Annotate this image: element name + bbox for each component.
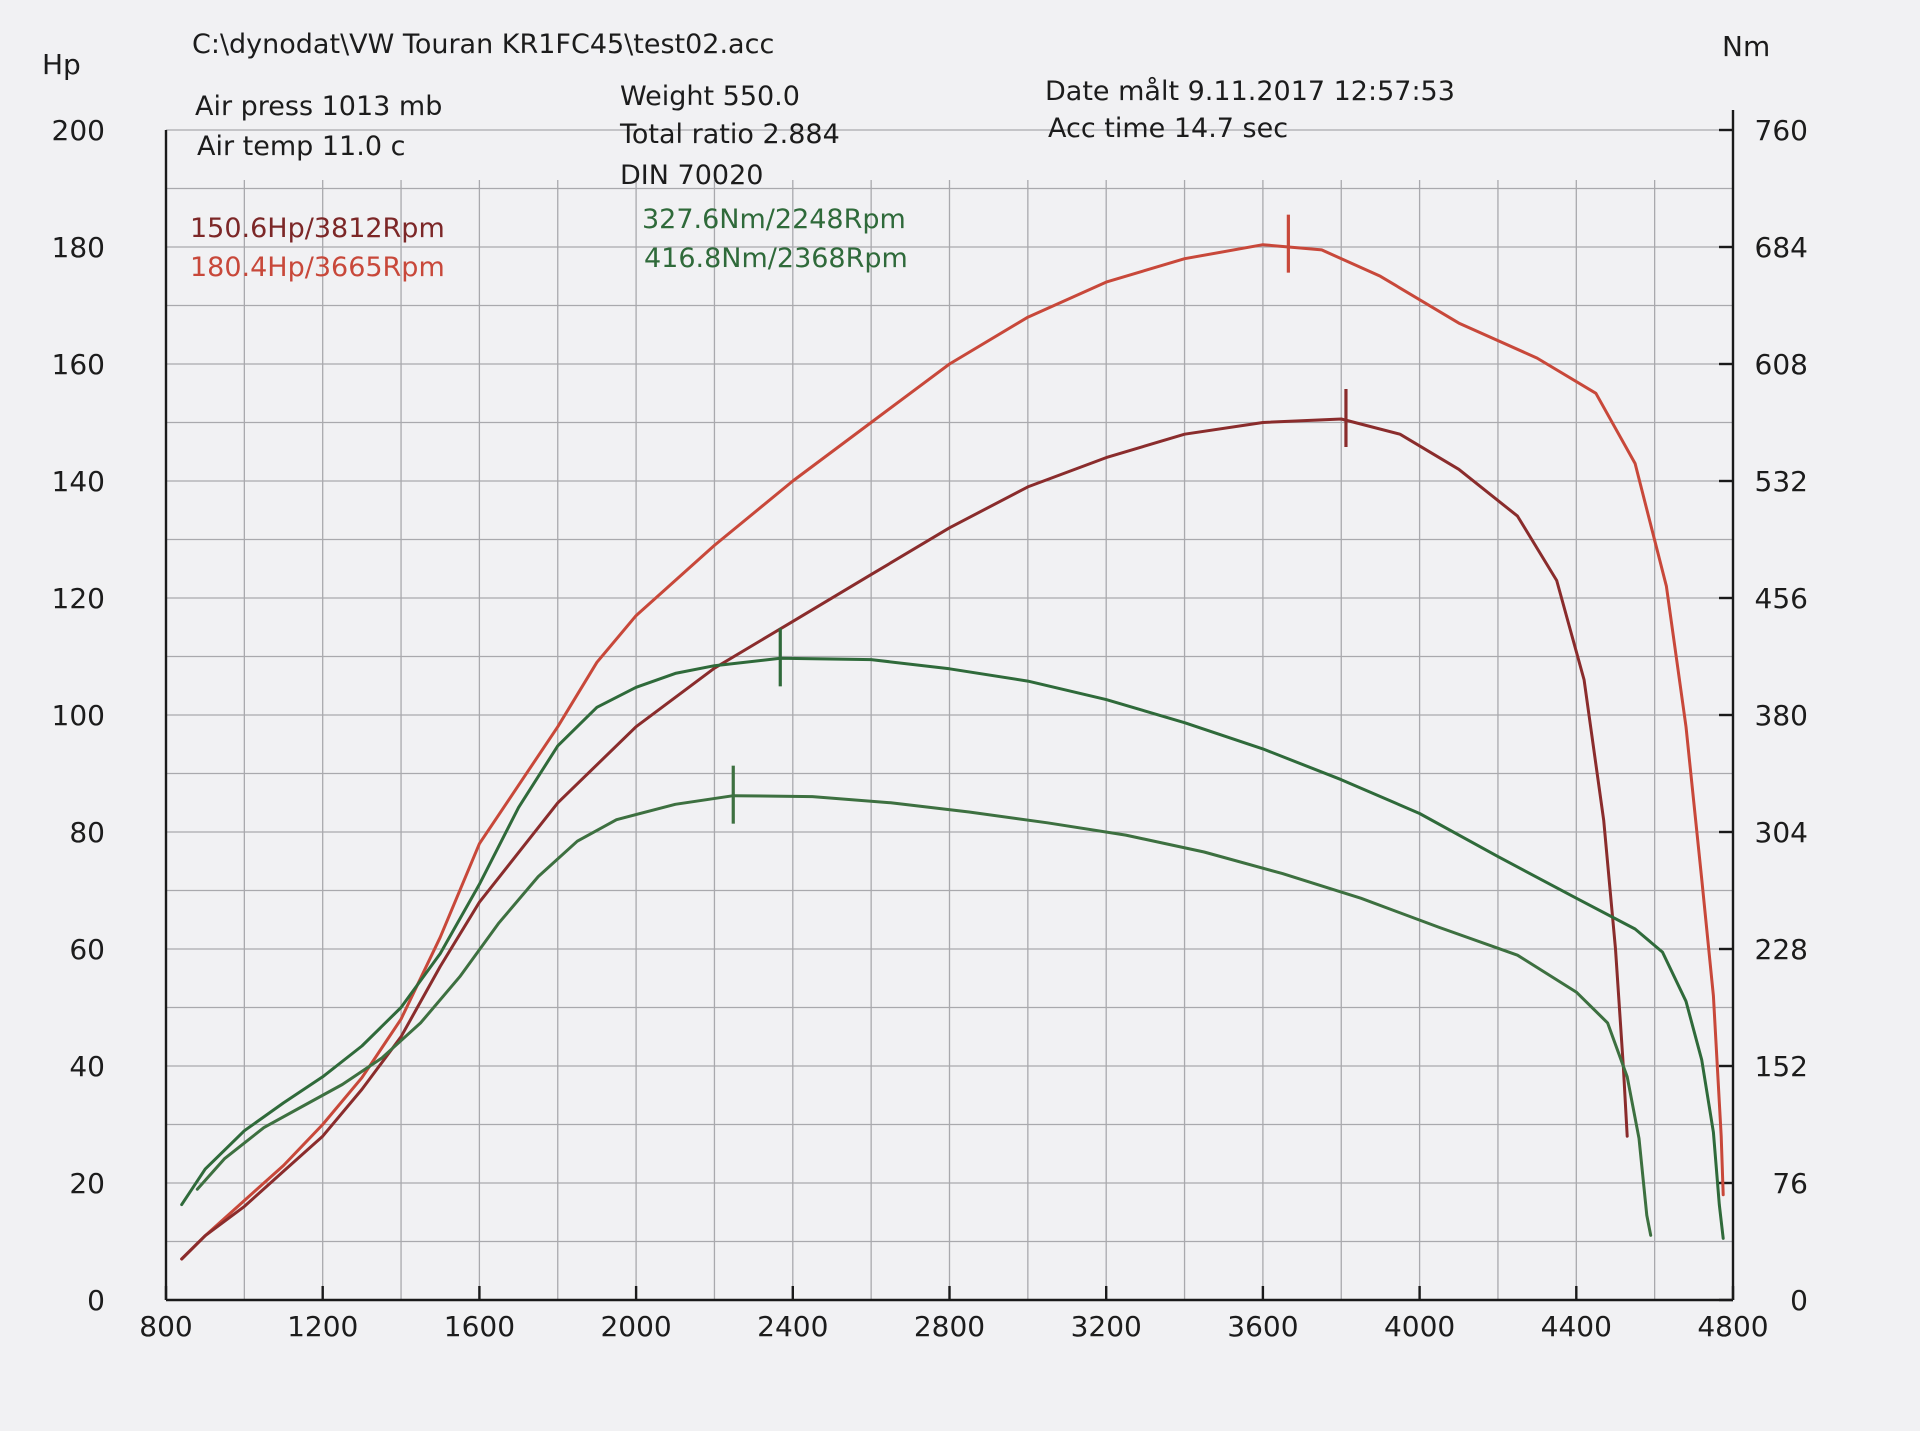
x-tick-label: 2000 bbox=[600, 1310, 671, 1343]
stock-torque-annotation: 327.6Nm/2248Rpm bbox=[642, 204, 906, 235]
left-tick-label: 160 bbox=[52, 348, 105, 381]
x-tick-label: 1600 bbox=[444, 1310, 515, 1343]
x-tick-label: 3200 bbox=[1071, 1310, 1142, 1343]
tuned-torque-curve bbox=[180, 656, 1725, 1240]
right-tick-label: 380 bbox=[1755, 699, 1808, 732]
right-tick-label: 228 bbox=[1755, 933, 1808, 966]
x-tick-label: 4400 bbox=[1541, 1310, 1612, 1343]
tuned-power-annotation: 180.4Hp/3665Rpm bbox=[190, 252, 445, 283]
air-temp: Air temp 11.0 c bbox=[197, 131, 405, 162]
x-tick-label: 2400 bbox=[757, 1310, 828, 1343]
x-tick-labels: 800 1200 1600 2000 2400 2800 3200 3600 4000 4400 4… bbox=[139, 1286, 1769, 1343]
left-tick-label: 120 bbox=[52, 582, 105, 615]
weight: Weight 550.0 bbox=[620, 81, 800, 112]
x-tick-label: 800 bbox=[139, 1310, 192, 1343]
left-tick-labels: 0 20 40 60 80 100 120 140 160 180 200 bbox=[52, 114, 105, 1317]
right-tick-label: 760 bbox=[1755, 114, 1808, 147]
left-tick-label: 200 bbox=[52, 114, 105, 147]
acc-time: Acc time 14.7 sec bbox=[1048, 113, 1288, 144]
left-axis-unit: Hp bbox=[42, 48, 81, 81]
left-tick-label: 180 bbox=[52, 231, 105, 264]
right-axis-unit: Nm bbox=[1722, 30, 1770, 63]
air-press: Air press 1013 mb bbox=[195, 91, 442, 122]
left-tick-label: 0 bbox=[87, 1284, 105, 1317]
right-tick-label: 304 bbox=[1755, 816, 1808, 849]
din-standard: DIN 70020 bbox=[620, 160, 763, 191]
x-tick-label: 1200 bbox=[287, 1310, 358, 1343]
curves bbox=[180, 214, 1725, 1261]
right-tick-label: 152 bbox=[1755, 1050, 1808, 1083]
right-tick-label: 532 bbox=[1755, 465, 1808, 498]
x-tick-label: 2800 bbox=[914, 1310, 985, 1343]
right-tick-label: 608 bbox=[1755, 348, 1808, 381]
tuned-torque-annotation: 416.8Nm/2368Rpm bbox=[644, 243, 908, 274]
left-tick-label: 20 bbox=[69, 1167, 105, 1200]
left-tick-label: 140 bbox=[52, 465, 105, 498]
left-tick-label: 80 bbox=[69, 816, 105, 849]
tuned-power-curve bbox=[180, 243, 1725, 1261]
measure-date: Date målt 9.11.2017 12:57:53 bbox=[1045, 76, 1455, 107]
x-tick-label: 4000 bbox=[1384, 1310, 1455, 1343]
right-tick-label: 76 bbox=[1772, 1167, 1808, 1200]
right-tick-labels: 0 76 152 228 304 380 456 532 608 684 760 bbox=[1719, 114, 1808, 1317]
stock-torque-curve bbox=[195, 794, 1653, 1237]
stock-power-curve bbox=[180, 417, 1629, 1261]
left-tick-label: 40 bbox=[69, 1050, 105, 1083]
right-tick-label: 684 bbox=[1755, 231, 1808, 264]
total-ratio: Total ratio 2.884 bbox=[619, 119, 840, 150]
left-tick-label: 60 bbox=[69, 933, 105, 966]
x-tick-label: 3600 bbox=[1227, 1310, 1298, 1343]
file-path: C:\dynodat\VW Touran KR1FC45\test02.acc bbox=[192, 29, 774, 60]
right-tick-label: 0 bbox=[1790, 1284, 1808, 1317]
stock-power-annotation: 150.6Hp/3812Rpm bbox=[190, 213, 445, 244]
left-tick-label: 100 bbox=[52, 699, 105, 732]
grid bbox=[165, 129, 1734, 1301]
right-tick-label: 456 bbox=[1755, 582, 1808, 615]
x-tick-label: 4800 bbox=[1697, 1310, 1768, 1343]
